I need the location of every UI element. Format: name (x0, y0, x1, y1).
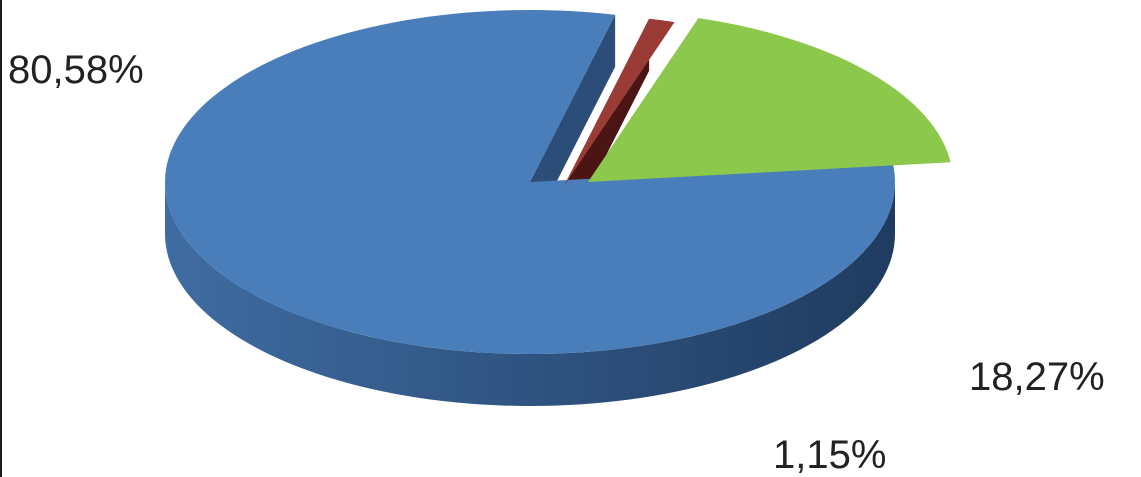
slice-wall-0 (530, 14, 616, 234)
slice-label-0: 80,58% (8, 48, 144, 92)
slice-label-1: 1,15% (773, 433, 886, 477)
left-border (0, 0, 2, 477)
slice-side-0 (165, 182, 895, 406)
pie-slice-2 (588, 18, 951, 182)
pie-slice-1 (564, 18, 675, 186)
pie-slice-0 (165, 10, 895, 354)
slice-label-2: 18,27% (969, 355, 1105, 399)
